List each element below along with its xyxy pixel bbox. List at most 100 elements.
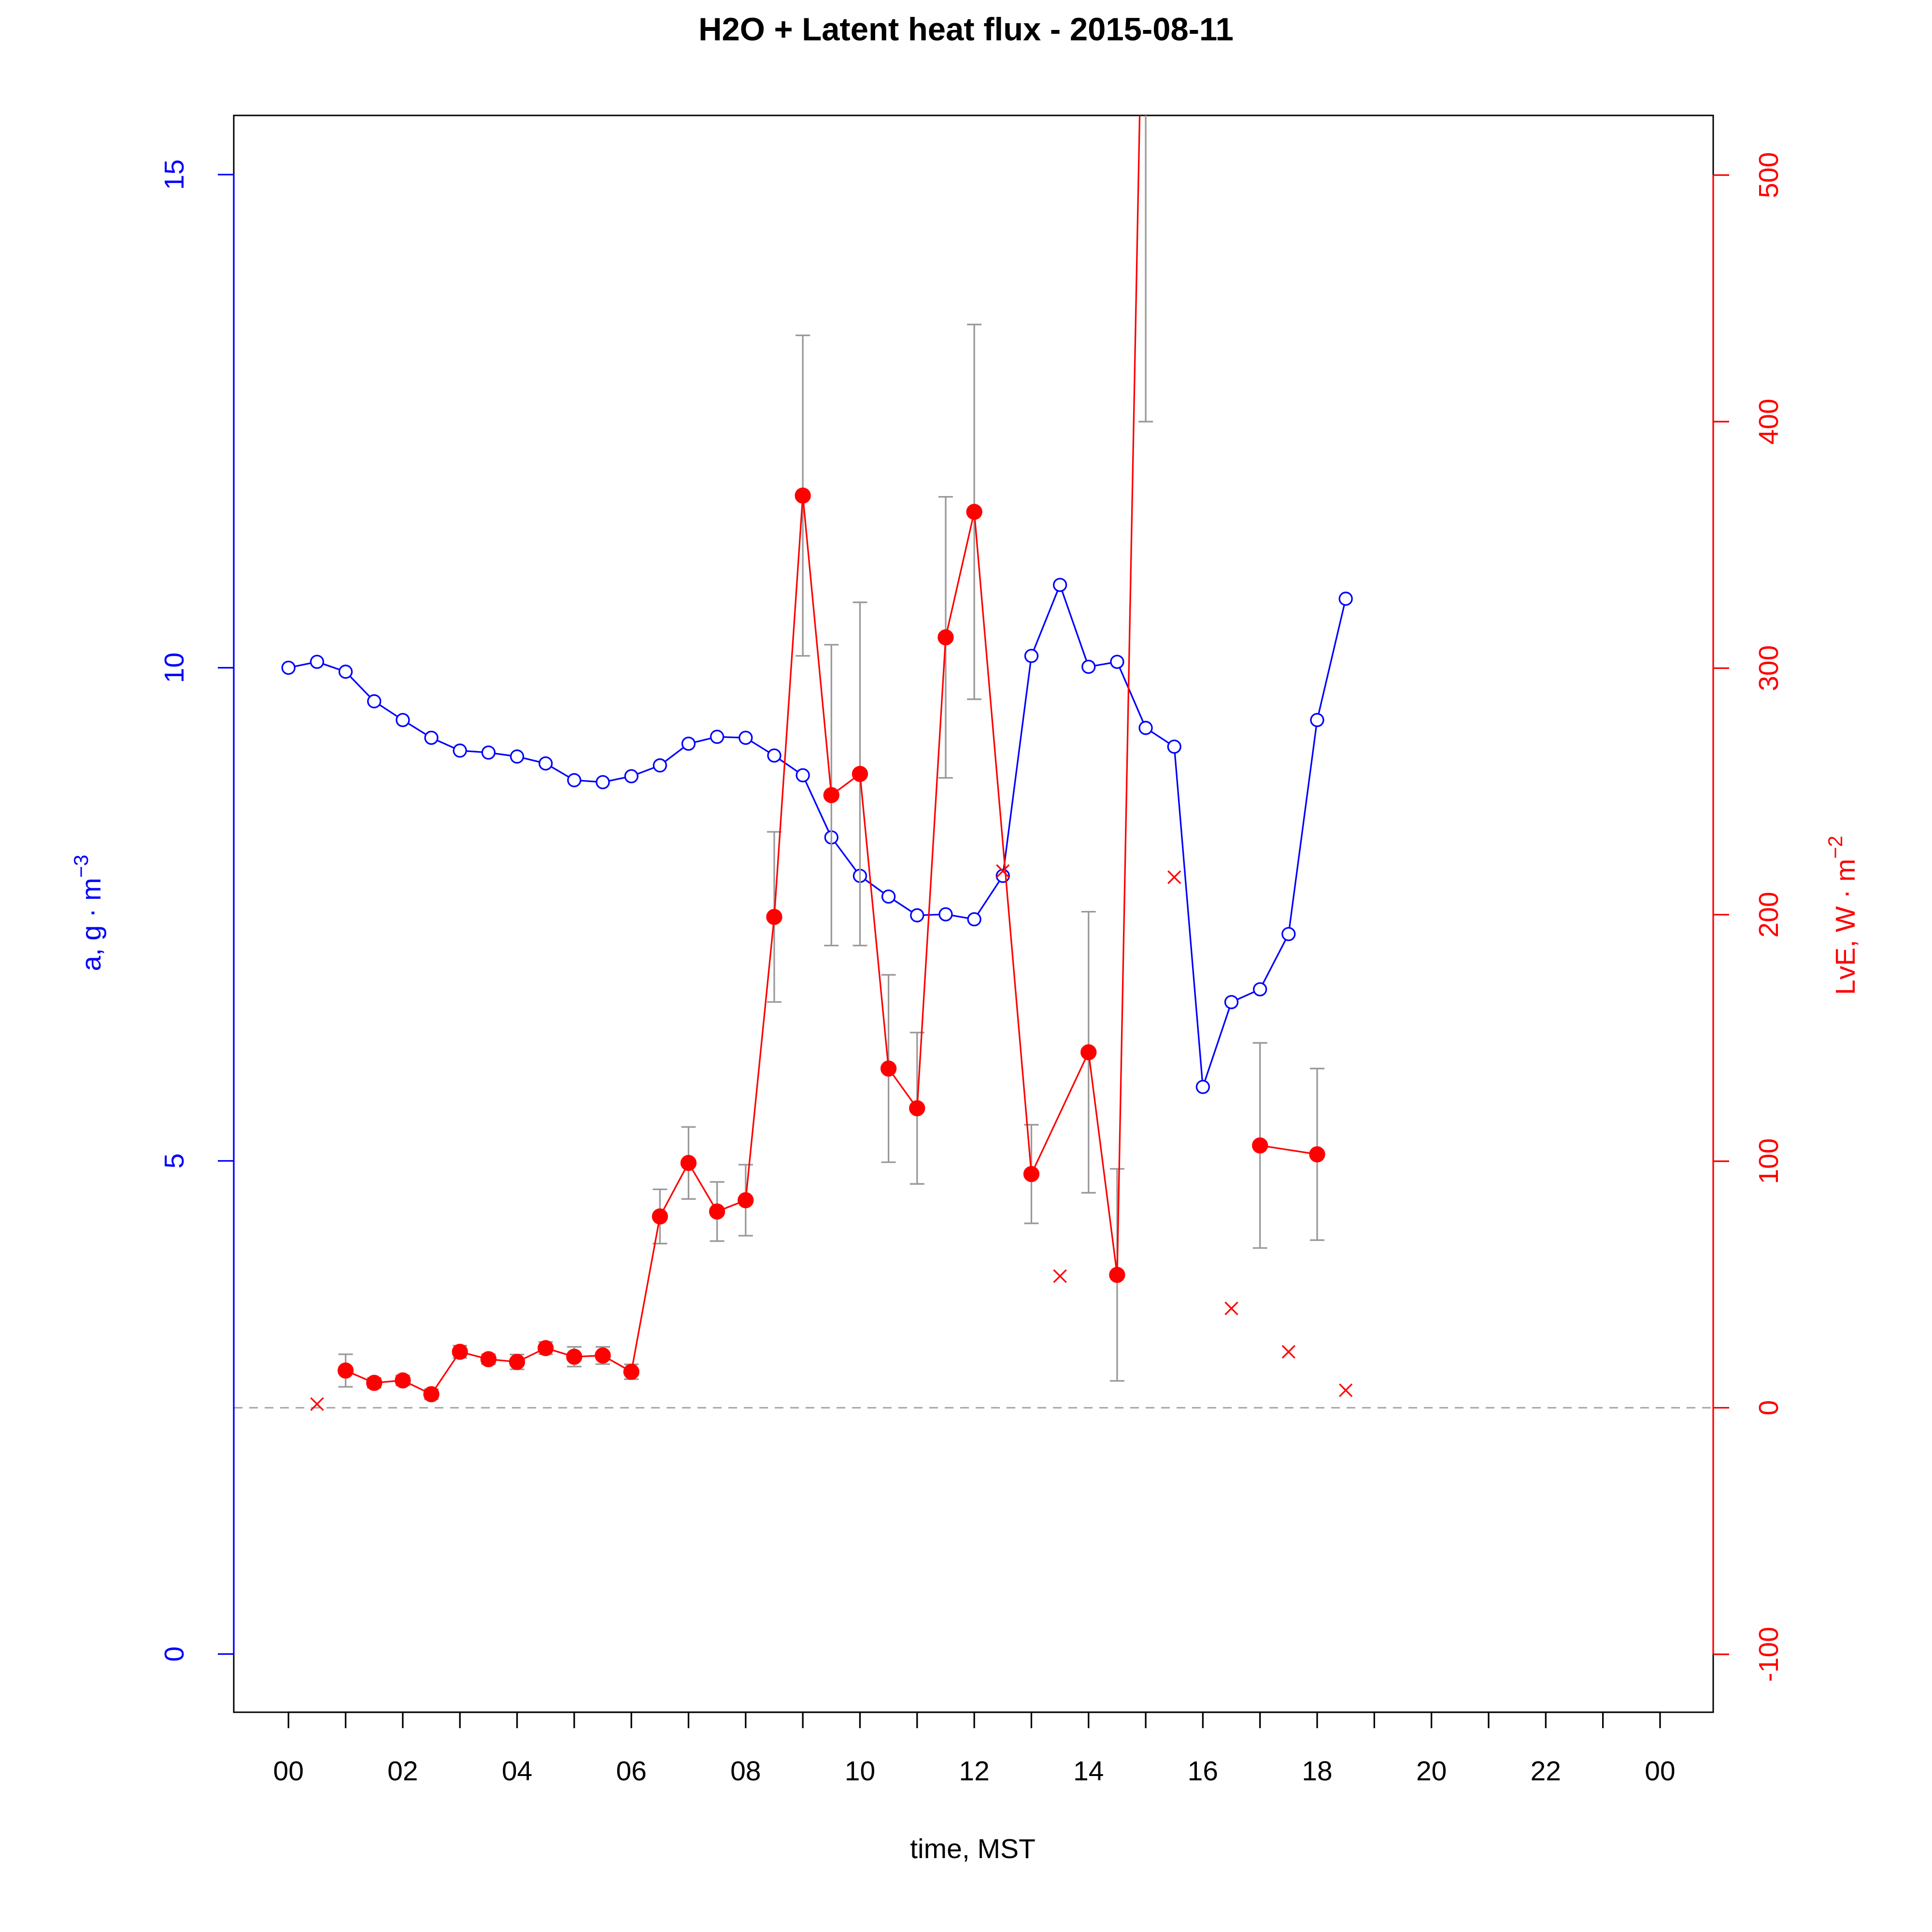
y2-tick-label: 0 [1753,1400,1784,1416]
point [796,768,810,782]
point [795,487,811,504]
point [996,864,1010,878]
point [596,775,610,790]
point [338,665,353,679]
y2-tick-label: -100 [1753,1627,1784,1682]
x-tick-label: 00 [273,1756,304,1787]
point [966,504,982,520]
point [424,730,439,745]
point [1281,1345,1296,1359]
point [310,654,325,669]
point [623,1364,639,1380]
point [881,889,896,904]
series-line [288,582,1347,1087]
y2-tick-label: 400 [1753,398,1784,444]
point [1309,1146,1325,1163]
x-tick-label: 14 [1073,1756,1104,1787]
point [681,737,696,751]
x-tick-label: 06 [616,1756,646,1787]
point [367,694,382,709]
y-tick-label: 0 [159,1647,190,1662]
point [337,1362,354,1379]
x-axis-label: time, MST [910,1833,1036,1864]
point [1138,721,1153,735]
point [938,907,953,922]
y2-tick-label: 100 [1753,1138,1784,1184]
point [452,1344,468,1360]
x-tick-label: 00 [1645,1756,1675,1787]
point [1339,1383,1353,1397]
error-bar [1138,115,1153,423]
x-tick-label: 04 [502,1756,532,1787]
x-tick-label: 16 [1188,1756,1218,1787]
point [395,1372,411,1389]
point [396,713,410,727]
point [652,1208,668,1225]
y-tick-label: 10 [159,653,190,683]
point [366,1375,383,1391]
x-tick-label: 22 [1531,1756,1561,1787]
point [967,912,981,926]
point [567,773,582,787]
point [938,629,954,646]
y2-axis-label: LvE, W · m−2 [1824,836,1861,995]
point [1310,713,1324,727]
y2-tick-label: 300 [1753,645,1784,691]
point [624,769,639,783]
point [909,1100,925,1117]
y-axis-label: a, g · m−3 [70,854,107,971]
point [738,1192,754,1208]
point [1195,1080,1210,1094]
point [852,766,868,782]
x-tick-label: 12 [959,1756,989,1787]
y2-axis-label-text: LvE, W · m [1830,859,1861,995]
point [680,1155,697,1171]
point [480,1351,497,1367]
point [1110,654,1124,669]
point [1080,1044,1097,1061]
y2-axis-label-exponent: −2 [1824,836,1847,859]
point [566,1349,582,1365]
chart-title: H2O + Latent heat flux - 2015-08-11 [698,12,1234,48]
point [1109,1266,1125,1283]
point [281,660,296,675]
y2-tick-label: 500 [1753,152,1784,198]
point [767,748,781,763]
point [1224,1301,1238,1316]
point [1052,578,1067,592]
point [509,1354,526,1370]
point [1167,739,1181,754]
point [1253,982,1267,996]
point [1081,659,1096,674]
point [653,758,667,773]
point [595,1347,611,1364]
point [538,1340,554,1356]
y-tick-label: 5 [159,1153,190,1169]
point [510,749,525,764]
x-tick-label: 18 [1302,1756,1332,1787]
point [1281,927,1296,941]
point [710,729,724,744]
point [453,743,467,758]
x-tick-label: 02 [387,1756,418,1787]
point [1167,870,1181,884]
point [1053,1269,1067,1283]
point [766,909,782,925]
y2-tick-label: 200 [1753,892,1784,938]
point [709,1203,725,1220]
x-tick-label: 08 [730,1756,761,1787]
point [1023,1166,1040,1182]
point [1252,1137,1268,1154]
point [739,730,753,745]
y-axis-label-text: a, g · m [76,878,107,971]
x-tick-label: 10 [845,1756,875,1787]
point [423,1386,440,1403]
point [880,1060,897,1077]
point [539,756,553,771]
point [1024,649,1039,663]
y-axis-label-exponent: −3 [70,854,92,878]
point [310,1397,324,1411]
plot-area [234,115,1713,1411]
